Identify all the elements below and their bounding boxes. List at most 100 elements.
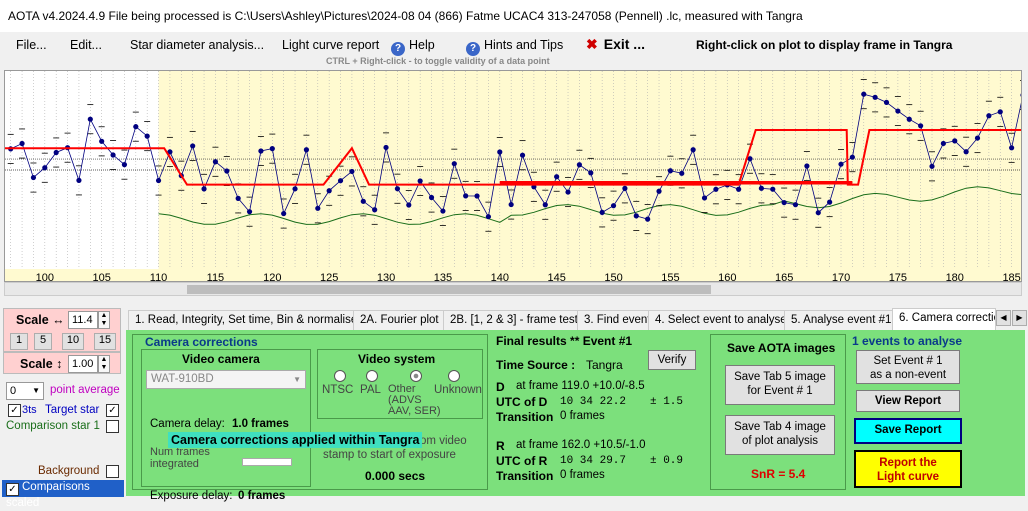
tab-analyse-event[interactable]: 5. Analyse event #1 xyxy=(784,310,899,330)
exposure-delay-value: 0 frames xyxy=(238,490,286,502)
video-system-group: Video system NTSC PAL Other (ADVS AAV, S… xyxy=(317,349,483,419)
data-point xyxy=(883,99,890,106)
menu-edit[interactable]: Edit... xyxy=(70,38,102,52)
data-point xyxy=(838,161,844,167)
data-point xyxy=(645,216,651,222)
data-point xyxy=(861,91,867,97)
verify-button[interactable]: Verify xyxy=(648,350,696,370)
save-report-button[interactable]: Save Report xyxy=(854,418,962,444)
radio-pal-label: PAL xyxy=(360,384,381,396)
video-system-title: Video system xyxy=(358,352,436,366)
scale-button-1[interactable]: 1 xyxy=(10,333,28,350)
target-star-label: Target star xyxy=(45,404,100,416)
menu-hints[interactable]: ? Hints and Tips xyxy=(466,38,563,56)
light-curve-chart[interactable]: 100 105 110 115 120 125 130 135 140 145 150 155 160 1… xyxy=(5,71,1022,282)
view-report-button[interactable]: View Report xyxy=(856,390,960,412)
tab-frame-test[interactable]: 2B. [1, 2 & 3] - frame test xyxy=(443,310,585,330)
x-tick-label: 140 xyxy=(491,272,509,282)
menu-star-diameter[interactable]: Star diameter analysis... xyxy=(130,38,265,52)
exposure-delay-label: Exposure delay: xyxy=(150,490,233,502)
menu-exit[interactable]: ✖ Exit ... xyxy=(586,36,645,53)
point-average-select[interactable]: 0 ▼ xyxy=(6,382,44,400)
x-tick-label: 170 xyxy=(832,272,850,282)
tab-fourier-plot[interactable]: 2A. Fourier plot xyxy=(353,310,446,330)
scale-v-spinner[interactable]: ▲ ▼ xyxy=(98,355,110,373)
background-checkbox[interactable] xyxy=(106,465,119,478)
utc-d-error: ± 1.5 xyxy=(650,396,684,408)
comparisons-scaled-checkbox[interactable]: ✓ xyxy=(6,483,19,496)
scale-button-15[interactable]: 15 xyxy=(94,333,116,350)
frames-integrated-label: Num frames integrated xyxy=(150,446,210,470)
camera-delay-value: 1.0 frames xyxy=(232,418,289,430)
left-control-panel: Scale ↔ 11.4 ▲ ▼ 1 5 10 15 Scale ↕ 1.00 ▲… xyxy=(0,300,124,509)
target-star-left-checkbox[interactable]: ✓ xyxy=(8,404,21,417)
utc-d-value: 10 34 22.2 xyxy=(560,396,627,408)
menu-help[interactable]: ? Help xyxy=(391,38,435,56)
comparison-star-label: Comparison star 1 xyxy=(6,420,100,432)
data-point xyxy=(599,209,605,215)
data-point xyxy=(246,209,253,215)
x-tick-label: 130 xyxy=(377,272,395,282)
set-non-event-button[interactable]: Set Event # 1 as a non-event xyxy=(856,350,960,384)
radio-other[interactable] xyxy=(410,370,422,382)
radio-ntsc[interactable] xyxy=(334,370,346,382)
transition-d-label: Transition xyxy=(496,410,554,424)
tab-read-integrity[interactable]: 1. Read, Integrity, Set time, Bin & norm… xyxy=(128,310,365,330)
scale-h-spinner[interactable]: ▲ ▼ xyxy=(98,311,110,329)
x-tick-label: 165 xyxy=(775,272,793,282)
window-title: AOTA v4.2024.4.9 File being processed is… xyxy=(0,0,1028,32)
data-point xyxy=(576,162,583,168)
tab-scroll-right[interactable]: ▶ xyxy=(1012,310,1027,326)
target-star-prefix: 3ts xyxy=(22,404,37,416)
utc-r-value: 10 34 29.7 xyxy=(560,455,627,467)
x-tick-label: 145 xyxy=(547,272,565,282)
data-point xyxy=(929,163,935,169)
utc-r-label: UTC of R xyxy=(496,454,548,468)
menu-file[interactable]: File... xyxy=(16,38,47,52)
r-label: R xyxy=(496,439,505,453)
x-tick-label: 105 xyxy=(93,272,111,282)
tab-strip: 1. Read, Integrity, Set time, Bin & norm… xyxy=(126,308,1028,330)
comparison-star-checkbox[interactable] xyxy=(106,420,119,433)
data-point xyxy=(383,144,389,151)
camera-model-select[interactable]: WAT-910BD ▼ xyxy=(146,370,306,389)
data-point xyxy=(804,163,810,169)
scale-button-5[interactable]: 5 xyxy=(34,333,52,350)
tab-find-events[interactable]: 3. Find events xyxy=(577,310,664,330)
data-point xyxy=(463,193,469,199)
data-point xyxy=(815,210,821,216)
light-curve-plot[interactable]: 100 105 110 115 120 125 130 135 140 145 150 155 160 1… xyxy=(4,70,1022,282)
tab-select-event[interactable]: 4. Select event to analyse xyxy=(648,310,794,330)
scale-h-input[interactable]: 11.4 xyxy=(68,311,98,329)
frames-integrated-input[interactable] xyxy=(242,458,292,466)
data-point xyxy=(588,170,594,176)
radio-unknown-label: Unknown xyxy=(434,384,482,396)
comparison-star-line xyxy=(158,186,1021,225)
save-tab4-image-button[interactable]: Save Tab 4 image of plot analysis xyxy=(725,415,835,455)
x-icon: ✖ xyxy=(586,36,598,52)
x-tick-label: 155 xyxy=(661,272,679,282)
final-results-panel: Final results ** Event #1 Time Source : … xyxy=(490,332,708,492)
point-average-label: point average xyxy=(50,384,120,396)
transition-r-label: Transition xyxy=(496,469,554,483)
camera-corrections-title: Camera corrections xyxy=(145,335,258,349)
save-tab5-image-button[interactable]: Save Tab 5 image for Event # 1 xyxy=(725,365,835,405)
scale-v-input[interactable]: 1.00 xyxy=(68,355,98,373)
target-star-checkbox[interactable]: ✓ xyxy=(106,404,119,417)
radio-pal[interactable] xyxy=(366,370,378,382)
camera-corrections-group: Camera corrections Video camera WAT-910B… xyxy=(132,334,488,502)
data-point xyxy=(997,109,1003,115)
data-point xyxy=(986,113,992,119)
menu-light-curve-report[interactable]: Light curve report xyxy=(282,38,380,52)
plot-horizontal-scrollbar[interactable] xyxy=(4,282,1022,296)
snr-value: SnR = 5.4 xyxy=(751,467,806,481)
data-point xyxy=(417,178,423,184)
report-light-curve-button[interactable]: Report the Light curve xyxy=(854,450,962,488)
scale-button-10[interactable]: 10 xyxy=(62,333,84,350)
data-point xyxy=(1020,93,1021,97)
comparisons-scaled-row[interactable]: ✓ Comparisons scaled xyxy=(2,480,124,509)
tab-camera-corrections[interactable]: 6. Camera correctio xyxy=(892,308,996,330)
tab-scroll-left[interactable]: ◀ xyxy=(996,310,1011,326)
scrollbar-thumb[interactable] xyxy=(187,285,711,294)
radio-unknown[interactable] xyxy=(448,370,460,382)
